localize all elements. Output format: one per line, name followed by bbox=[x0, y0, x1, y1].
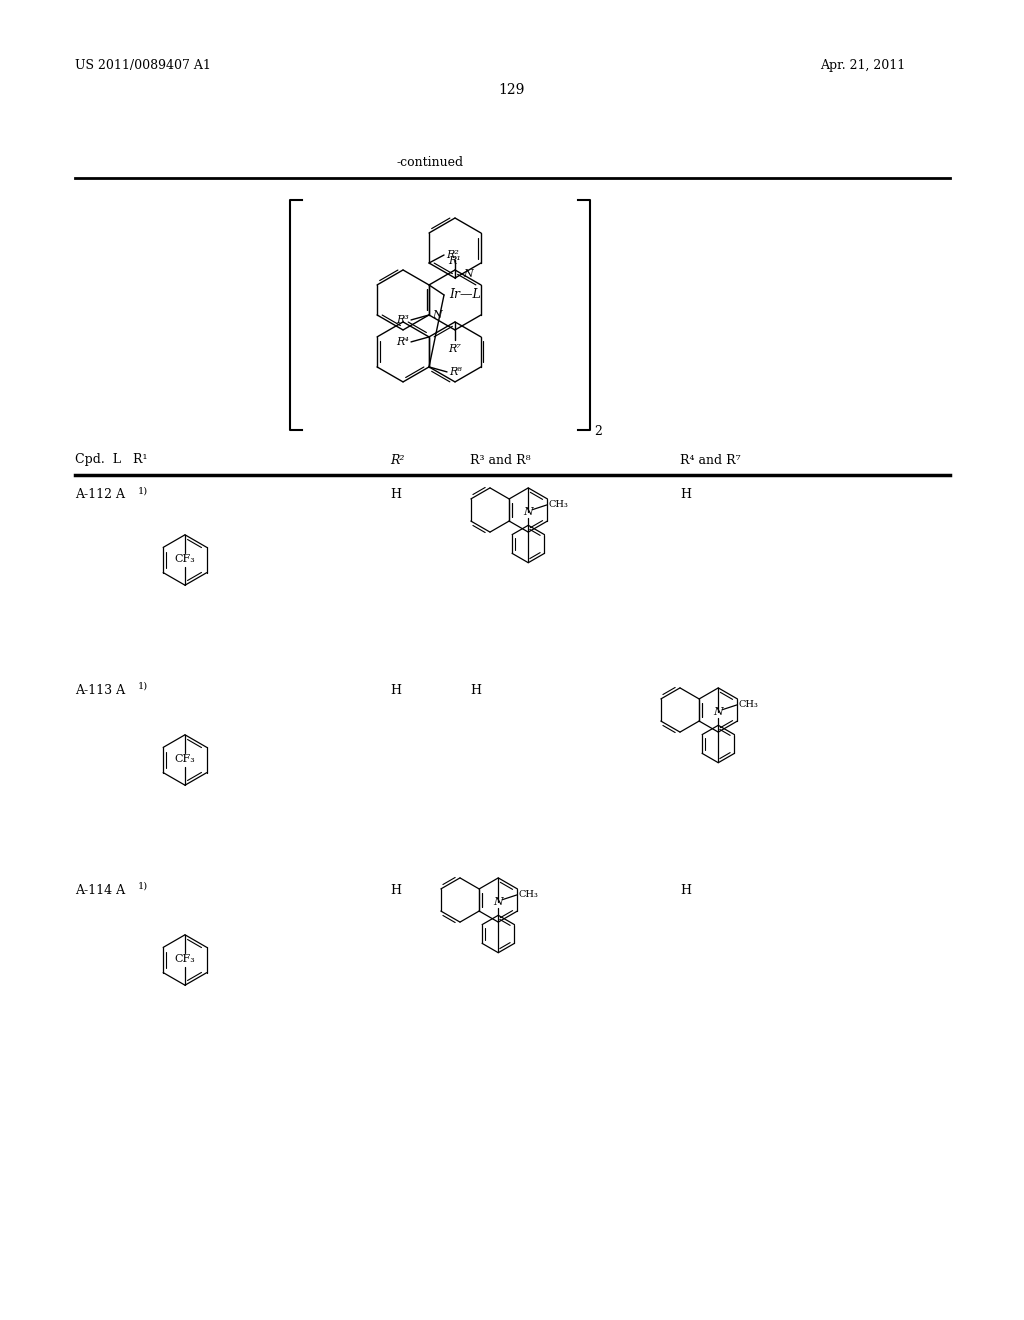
Text: CH₃: CH₃ bbox=[549, 500, 569, 510]
Text: CF₃: CF₃ bbox=[175, 754, 196, 764]
Text: CF₃: CF₃ bbox=[175, 954, 196, 964]
Text: 2: 2 bbox=[594, 425, 602, 438]
Text: H: H bbox=[680, 488, 691, 502]
Text: R⁸: R⁸ bbox=[449, 367, 462, 378]
Text: R²: R² bbox=[390, 454, 404, 466]
Text: A-113 A: A-113 A bbox=[75, 684, 125, 697]
Text: 1): 1) bbox=[138, 681, 148, 690]
Text: N: N bbox=[463, 269, 473, 279]
Text: 1): 1) bbox=[138, 882, 148, 891]
Text: N: N bbox=[523, 507, 534, 516]
Text: A-112 A: A-112 A bbox=[75, 488, 125, 502]
Text: Ir—L: Ir—L bbox=[449, 289, 481, 301]
Text: R³ and R⁸: R³ and R⁸ bbox=[470, 454, 530, 466]
Text: N: N bbox=[432, 310, 441, 319]
Text: H: H bbox=[390, 883, 401, 896]
Text: R²: R² bbox=[446, 249, 459, 260]
Text: -continued: -continued bbox=[396, 157, 464, 169]
Text: H: H bbox=[680, 883, 691, 896]
Text: R⁴ and R⁷: R⁴ and R⁷ bbox=[680, 454, 740, 466]
Text: CH₃: CH₃ bbox=[739, 701, 759, 709]
Text: A-114 A: A-114 A bbox=[75, 883, 125, 896]
Text: H: H bbox=[390, 684, 401, 697]
Text: R⁴: R⁴ bbox=[396, 337, 409, 347]
Text: R³: R³ bbox=[396, 315, 409, 325]
Text: CH₃: CH₃ bbox=[519, 891, 539, 899]
Text: 1): 1) bbox=[138, 487, 148, 495]
Text: H: H bbox=[390, 488, 401, 502]
Text: R¹: R¹ bbox=[449, 256, 462, 267]
Text: R⁷: R⁷ bbox=[449, 345, 462, 354]
Text: Apr. 21, 2011: Apr. 21, 2011 bbox=[820, 58, 905, 71]
Text: N: N bbox=[714, 706, 723, 717]
Text: US 2011/0089407 A1: US 2011/0089407 A1 bbox=[75, 58, 211, 71]
Text: Cpd.  L   R¹: Cpd. L R¹ bbox=[75, 454, 147, 466]
Text: 129: 129 bbox=[499, 83, 525, 96]
Text: N: N bbox=[494, 896, 503, 907]
Text: CF₃: CF₃ bbox=[175, 554, 196, 564]
Text: H: H bbox=[470, 684, 481, 697]
